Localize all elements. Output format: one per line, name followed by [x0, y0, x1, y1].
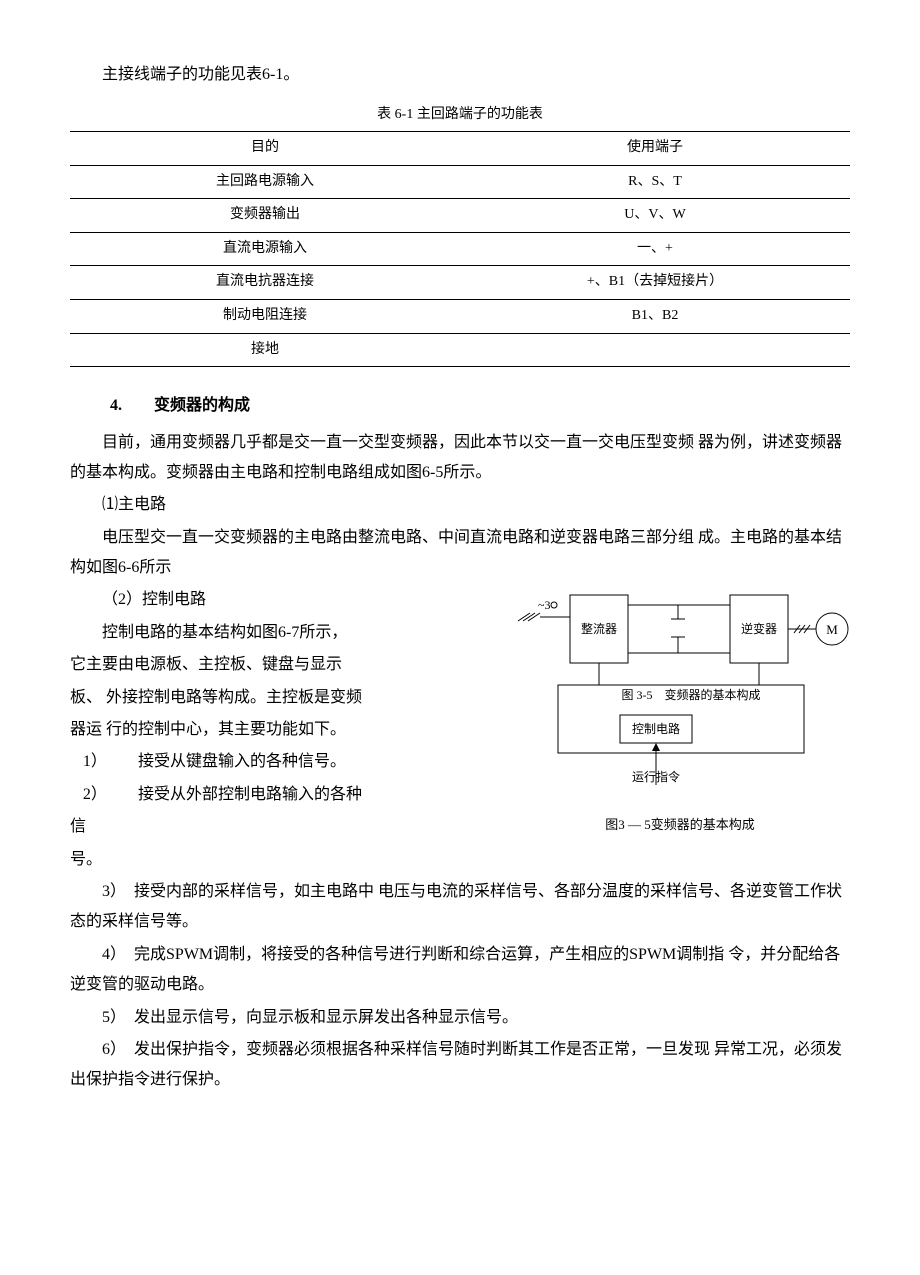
table-header-cell: 使用端子 — [460, 131, 850, 165]
table-cell: B1、B2 — [460, 299, 850, 333]
subsection-title: ⑴主电路 — [70, 490, 850, 520]
table-cell: U、V、W — [460, 199, 850, 233]
list-number: 4） — [102, 946, 118, 963]
list-item: 5） 发出显示信号，向显示板和显示屏发出各种显示信号。 — [70, 1003, 850, 1033]
paragraph-line: 器运 行的控制中心，其主要功能如下。 — [70, 715, 498, 745]
table-row: 制动电阻连接B1、B2 — [70, 299, 850, 333]
table-cell: R、S、T — [460, 165, 850, 199]
intro-line: 主接线端子的功能见表6-1。 — [70, 60, 850, 90]
table-cell: 制动电阻连接 — [70, 299, 460, 333]
table-caption: 表 6-1 主回路端子的功能表 — [70, 102, 850, 129]
svg-text:M: M — [826, 622, 838, 637]
list-text: 接受内部的采样信号，如主电路中 电压与电流的采样信号、各部分温度的采样信号、各逆… — [70, 883, 842, 930]
list-number: 3） — [102, 883, 118, 900]
paragraph-line: 号。 — [70, 845, 498, 875]
svg-text:图 3-5 变频器的基本构成: 图 3-5 变频器的基本构成 — [622, 687, 761, 702]
list-text: 完成SPWM调制，将接受的各种信号进行判断和综合运算，产生相应的SPWM调制指 … — [70, 946, 840, 993]
paragraph: 目前，通用变频器几乎都是交一直一交型变频器，因此本节以交一直一交电压型变频 器为… — [70, 428, 850, 489]
list-item: 2） 接受从外部控制电路输入的各种 — [70, 780, 498, 810]
table-cell: 直流电抗器连接 — [70, 266, 460, 300]
list-item: 3） 接受内部的采样信号，如主电路中 电压与电流的采样信号、各部分温度的采样信号… — [70, 877, 850, 938]
table-cell: 接地 — [70, 333, 460, 367]
section-heading: 4. 变频器的构成 — [110, 391, 850, 421]
table-cell: 直流电源输入 — [70, 232, 460, 266]
table-cell: 一、+ — [460, 232, 850, 266]
table-cell: 主回路电源输入 — [70, 165, 460, 199]
table-cell: +、B1（去掉短接片） — [460, 266, 850, 300]
table-row: 直流电抗器连接+、B1（去掉短接片） — [70, 266, 850, 300]
paragraph: 电压型交一直一交变频器的主电路由整流电路、中间直流电路和逆变器电路三部分组 成。… — [70, 523, 850, 584]
svg-text:控制电路: 控制电路 — [632, 721, 680, 736]
list-number: 2） — [102, 780, 134, 810]
paragraph-line: 板、 外接控制电路等构成。主控板是变频 — [70, 683, 498, 713]
section-number: 4. — [110, 391, 150, 421]
list-item: 4） 完成SPWM调制，将接受的各种信号进行判断和综合运算，产生相应的SPWM调… — [70, 940, 850, 1001]
list-text: 接受从键盘输入的各种信号。 — [138, 753, 346, 770]
svg-text:逆变器: 逆变器 — [741, 621, 777, 636]
table-cell — [460, 333, 850, 367]
diagram-outer-caption: 图3 — 5变频器的基本构成 — [510, 813, 850, 838]
table-row: 主回路电源输入R、S、T — [70, 165, 850, 199]
list-item: 6） 发出保护指令，变频器必须根据各种采样信号随时判断其工作是否正常，一旦发现 … — [70, 1035, 850, 1096]
table-row: 变频器输出U、V、W — [70, 199, 850, 233]
section-title-text: 变频器的构成 — [154, 397, 250, 414]
inverter-block-diagram: ~3 整流器 逆变器 M 图 3-5 变频器的基本构成控制电路运行指令 — [510, 585, 850, 795]
table-cell: 变频器输出 — [70, 199, 460, 233]
svg-text:运行指令: 运行指令 — [632, 769, 680, 784]
list-number: 6） — [102, 1041, 118, 1058]
list-text: 发出保护指令，变频器必须根据各种采样信号随时判断其工作是否正常，一旦发现 异常工… — [70, 1041, 842, 1088]
table-header-row: 目的 使用端子 — [70, 131, 850, 165]
subsection-title: （2）控制电路 — [70, 585, 498, 615]
list-text: 发出显示信号，向显示板和显示屏发出各种显示信号。 — [134, 1009, 518, 1026]
terminals-table: 目的 使用端子 主回路电源输入R、S、T 变频器输出U、V、W 直流电源输入一、… — [70, 131, 850, 367]
list-number: 1） — [102, 747, 134, 777]
paragraph-line: 它主要由电源板、主控板、键盘与显示 — [70, 650, 498, 680]
svg-text:~3: ~3 — [538, 598, 551, 612]
table-row: 直流电源输入一、+ — [70, 232, 850, 266]
paragraph-line: 控制电路的基本结构如图6-7所示， — [70, 618, 498, 648]
table-row: 接地 — [70, 333, 850, 367]
list-text: 接受从外部控制电路输入的各种 — [138, 786, 362, 803]
svg-text:整流器: 整流器 — [581, 621, 617, 636]
table-header-cell: 目的 — [70, 131, 460, 165]
paragraph-line: 信 — [70, 812, 498, 842]
list-item: 1） 接受从键盘输入的各种信号。 — [70, 747, 498, 777]
list-number: 5） — [102, 1009, 118, 1026]
